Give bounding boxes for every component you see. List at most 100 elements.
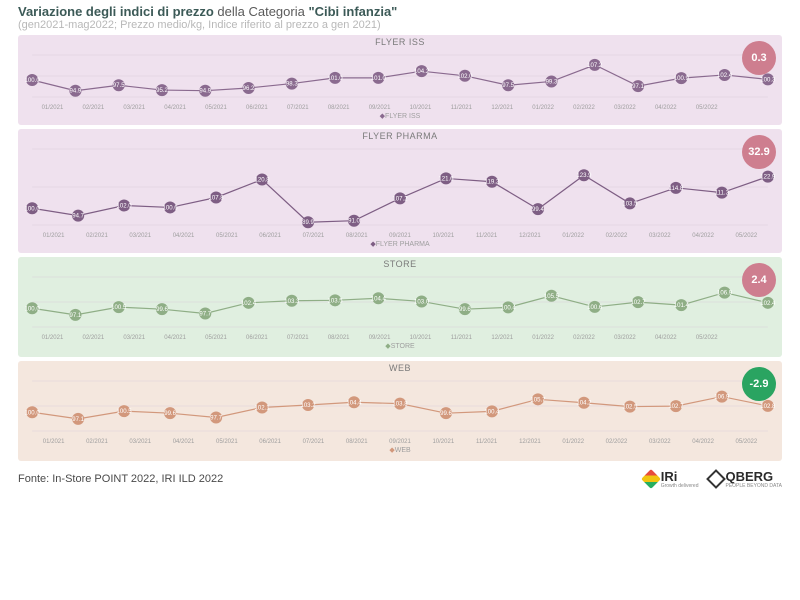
- svg-text:102.7: 102.7: [630, 300, 646, 306]
- svg-text:97.5: 97.5: [502, 83, 514, 89]
- chart-area: 100.097.1100.599.697.7102.1103.2104.4103…: [18, 373, 782, 439]
- svg-text:103.5: 103.5: [622, 201, 638, 207]
- svg-text:100.0: 100.0: [25, 206, 41, 212]
- svg-text:100.5: 100.5: [111, 305, 127, 311]
- svg-text:106.9: 106.9: [717, 291, 733, 297]
- subtitle: (gen2021-mag2022; Prezzo medio/kg, Indic…: [18, 19, 782, 31]
- svg-text:121.6: 121.6: [438, 176, 454, 182]
- svg-text:97.7: 97.7: [210, 416, 222, 422]
- svg-text:107.2: 107.2: [587, 63, 603, 69]
- svg-text:94.7: 94.7: [72, 214, 84, 220]
- svg-text:99.3: 99.3: [546, 79, 558, 85]
- svg-text:102.8: 102.8: [760, 404, 776, 410]
- svg-text:95.2: 95.2: [156, 88, 168, 94]
- x-axis-labels: 01/202102/202103/202104/202105/202106/20…: [18, 105, 782, 111]
- chart-panel-web: WEB-2.9100.097.1100.599.697.7102.1103.21…: [18, 361, 782, 461]
- svg-text:97.1: 97.1: [70, 313, 82, 319]
- svg-text:100.3: 100.3: [760, 77, 776, 83]
- variation-badge: 2.4: [742, 263, 776, 297]
- title-prefix: Variazione degli indici di prezzo: [18, 4, 214, 19]
- logo-group: IRi Growth delivered QBERG PEOPLE BEYOND…: [644, 469, 782, 489]
- svg-text:105.7: 105.7: [530, 397, 546, 403]
- svg-text:99.4: 99.4: [532, 207, 544, 213]
- x-axis-labels: 01/202102/202103/202104/202105/202106/20…: [18, 335, 782, 341]
- header: Variazione degli indici di prezzo della …: [18, 0, 782, 33]
- svg-text:94.9: 94.9: [199, 89, 211, 95]
- svg-text:104.4: 104.4: [346, 400, 362, 406]
- svg-text:97.1: 97.1: [72, 417, 84, 423]
- svg-text:102.4: 102.4: [717, 73, 733, 79]
- svg-text:91.0: 91.0: [348, 219, 360, 225]
- svg-text:123.9: 123.9: [576, 173, 592, 179]
- svg-text:100.0: 100.0: [25, 78, 41, 84]
- panel-legend: ◆FLYER ISS: [18, 111, 782, 122]
- svg-text:99.6: 99.6: [459, 307, 471, 313]
- panel-title: FLYER ISS: [18, 37, 782, 47]
- svg-text:99.6: 99.6: [164, 411, 176, 417]
- svg-text:102.5: 102.5: [622, 405, 638, 411]
- svg-text:96.2: 96.2: [243, 86, 255, 92]
- panel-legend: ◆WEB: [18, 445, 782, 456]
- svg-text:102.1: 102.1: [254, 406, 270, 412]
- svg-text:101.0: 101.0: [328, 76, 344, 82]
- variation-badge: 32.9: [742, 135, 776, 169]
- chart-panel-flyer_iss: FLYER ISS0.3100.094.997.595.294.996.298.…: [18, 35, 782, 125]
- panel-title: FLYER PHARMA: [18, 131, 782, 141]
- panel-title: STORE: [18, 259, 782, 269]
- svg-text:119.2: 119.2: [485, 180, 500, 186]
- svg-text:105.5: 105.5: [544, 294, 560, 300]
- svg-text:103.5: 103.5: [328, 298, 344, 304]
- svg-text:107.2: 107.2: [392, 196, 408, 202]
- panel-legend: ◆FLYER PHARMA: [18, 239, 782, 250]
- svg-text:120.8: 120.8: [254, 178, 270, 184]
- svg-text:100.4: 100.4: [501, 305, 517, 311]
- iri-name: IRi: [661, 469, 678, 484]
- svg-text:99.6: 99.6: [156, 307, 168, 313]
- svg-text:100.0: 100.0: [25, 410, 41, 416]
- svg-text:102.0: 102.0: [117, 204, 133, 210]
- svg-text:101.0: 101.0: [371, 76, 387, 82]
- svg-text:100.4: 100.4: [484, 409, 500, 415]
- svg-text:103.0: 103.0: [414, 299, 430, 305]
- chart-panel-store: STORE2.4 100.0 97.1 100.5 99.6 97.7 102.4 103.3…: [18, 257, 782, 357]
- svg-text:99.6: 99.6: [440, 411, 452, 417]
- panel-title: WEB: [18, 363, 782, 373]
- x-axis-labels: 01/202102/202103/202104/202105/202106/20…: [18, 439, 782, 445]
- svg-text:100.0: 100.0: [25, 306, 41, 312]
- svg-text:106.9: 106.9: [714, 395, 730, 401]
- x-axis-labels: 01/202102/202103/202104/202105/202106/20…: [18, 233, 782, 239]
- svg-text:103.8: 103.8: [392, 402, 408, 408]
- variation-badge: -2.9: [742, 367, 776, 401]
- svg-text:104.2: 104.2: [576, 401, 592, 407]
- svg-text:97.1: 97.1: [632, 84, 644, 90]
- svg-text:100.6: 100.6: [163, 205, 179, 211]
- svg-text:114.8: 114.8: [669, 186, 684, 192]
- iri-logo-icon: [641, 469, 661, 489]
- panel-legend: ◆STORE: [18, 341, 782, 352]
- svg-text:103.2: 103.2: [300, 403, 316, 409]
- qberg-logo-icon: [706, 469, 726, 489]
- svg-text:102.4: 102.4: [760, 301, 776, 307]
- svg-text:89.9: 89.9: [302, 220, 314, 226]
- svg-text:97.5: 97.5: [113, 83, 125, 89]
- svg-text:104.4: 104.4: [371, 296, 387, 302]
- variation-badge: 0.3: [742, 41, 776, 75]
- source-text: Fonte: In-Store POINT 2022, IRI ILD 2022: [18, 473, 644, 485]
- qberg-name: QBERG: [726, 469, 774, 484]
- chart-set: FLYER ISS0.3100.094.997.595.294.996.298.…: [18, 35, 782, 461]
- svg-text:102.0: 102.0: [457, 74, 473, 80]
- svg-text:107.8: 107.8: [209, 196, 225, 202]
- iri-logo: IRi Growth delivered: [644, 469, 699, 489]
- svg-text:94.9: 94.9: [70, 89, 82, 95]
- svg-text:104.2: 104.2: [414, 69, 430, 75]
- svg-text:103.3: 103.3: [284, 299, 300, 305]
- chart-area: 100.094.997.595.294.996.298.3101.0101.01…: [18, 47, 782, 105]
- svg-text:97.7: 97.7: [199, 312, 211, 318]
- svg-text:101.4: 101.4: [674, 303, 690, 309]
- svg-text:100.6: 100.6: [587, 305, 603, 311]
- qberg-logo: QBERG PEOPLE BEYOND DATA: [709, 469, 783, 489]
- page-title: Variazione degli indici di prezzo della …: [18, 4, 782, 19]
- title-category: "Cibi infanzia": [308, 4, 397, 19]
- svg-text:102.4: 102.4: [241, 301, 257, 307]
- svg-text:122.9: 122.9: [760, 175, 776, 181]
